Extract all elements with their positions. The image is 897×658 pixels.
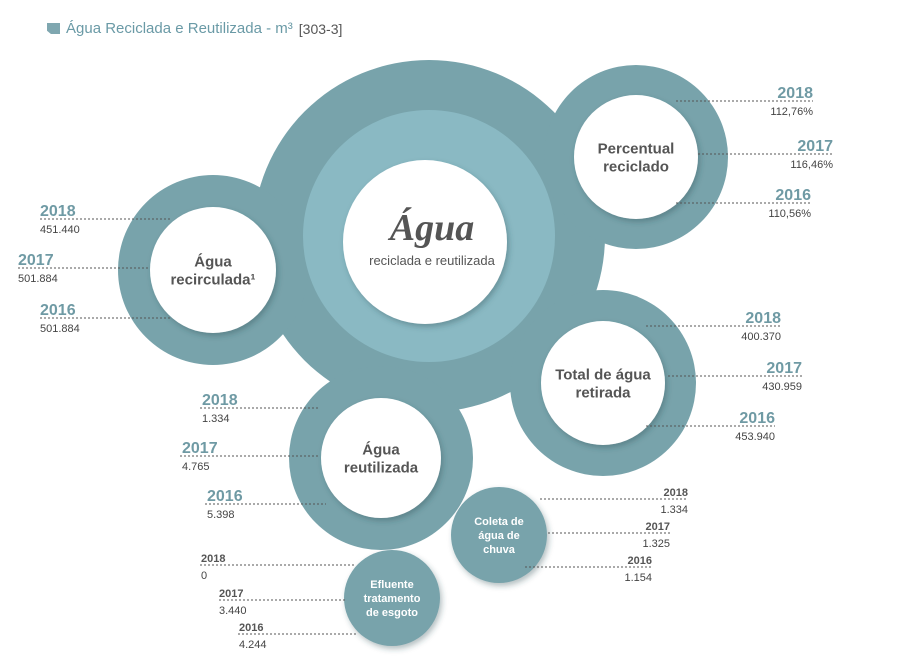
value-label: 430.959 [762,381,802,393]
node-label-efluente: tratamento [364,593,421,605]
value-label: 1.325 [642,538,670,550]
year-label: 2016 [775,187,811,204]
node-label-recirculada: recirculada¹ [170,271,255,288]
node-disc-retirada [541,321,665,445]
node-label-retirada: Total de água [555,366,651,383]
value-label: 453.940 [735,431,775,443]
value-label: 110,56% [768,208,811,220]
year-label: 2018 [664,487,688,499]
title-marker-icon [47,23,60,34]
node-label-percentual: reciclado [603,158,669,175]
node-label-chuva: água de [478,530,520,542]
node-label-retirada: retirada [575,384,631,401]
year-label: 2018 [777,85,813,102]
central-disc [343,160,507,324]
year-label: 2018 [201,553,225,565]
year-label: 2017 [182,440,218,457]
value-label: 4.244 [239,639,267,651]
node-label-chuva: chuva [483,544,516,556]
year-label: 2017 [766,360,802,377]
node-label-efluente: Efluente [370,579,413,591]
value-label: 501.884 [18,273,58,285]
title-text: Água Reciclada e Reutilizada - m³ [66,20,293,37]
center-subtitle: reciclada e reutilizada [369,253,496,268]
year-label: 2016 [207,488,243,505]
value-label: 112,76% [770,106,813,118]
value-label: 1.154 [624,572,652,584]
center-title: Água [388,207,474,249]
value-label: 116,46% [790,159,833,171]
value-label: 400.370 [741,331,781,343]
page-title: Água Reciclada e Reutilizada - m³ [303-3… [47,20,342,37]
value-label: 501.884 [40,323,80,335]
year-label: 2017 [646,521,670,533]
node-disc-chuva [451,487,547,583]
value-label: 1.334 [202,413,230,425]
value-label: 3.440 [219,605,247,617]
node-label-percentual: Percentual [598,140,675,157]
node-label-chuva: Coleta de [474,516,524,528]
year-label: 2016 [239,622,263,634]
node-label-reutilizada: reutilizada [344,459,419,476]
node-disc-percentual [574,95,698,219]
year-label: 2016 [739,410,775,427]
year-label: 2016 [628,555,652,567]
node-label-reutilizada: Água [362,441,400,458]
value-label: 451.440 [40,224,80,236]
year-label: 2018 [40,203,76,220]
node-disc-efluente [344,550,440,646]
value-label: 1.334 [660,504,688,516]
node-disc-reutilizada [321,398,441,518]
title-code: [303-3] [298,20,343,37]
year-label: 2016 [40,302,76,319]
node-label-recirculada: Água [194,253,232,270]
year-label: 2018 [202,392,238,409]
value-label: 4.765 [182,461,210,473]
node-disc-recirculada [150,207,276,333]
year-label: 2018 [745,310,781,327]
year-label: 2017 [797,138,833,155]
value-label: 0 [201,570,207,582]
value-label: 5.398 [207,509,235,521]
year-label: 2017 [18,252,54,269]
year-label: 2017 [219,588,243,600]
node-label-efluente: de esgoto [366,607,418,619]
